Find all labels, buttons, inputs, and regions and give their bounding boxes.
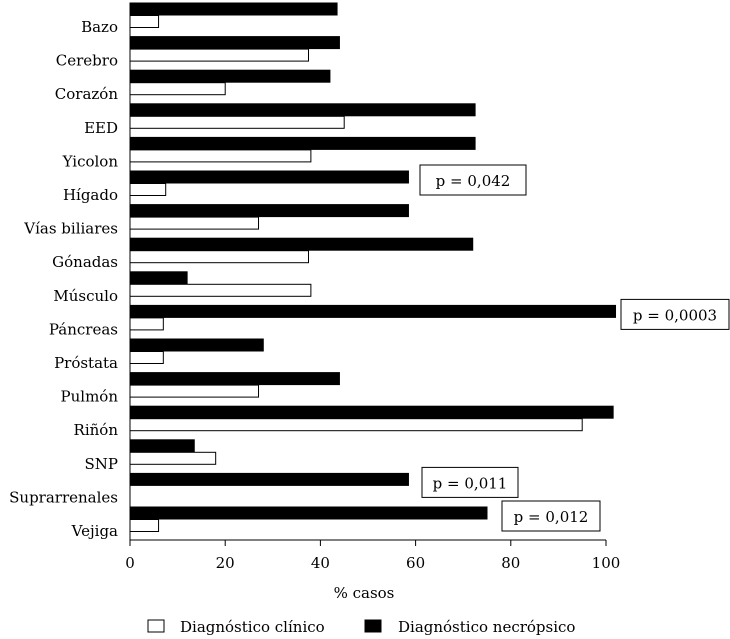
bar-clinico [129, 216, 260, 230]
p-value-label: p = 0,012 [514, 508, 589, 526]
bar-clinico [129, 384, 260, 398]
category-label: Yicolon [62, 152, 119, 170]
bar-necropsico [129, 136, 476, 150]
bar-clinico [129, 183, 167, 196]
bar-necropsico [129, 204, 409, 218]
x-tick-label: 100 [592, 554, 621, 572]
category-label: SNP [85, 455, 119, 473]
p-value-label: p = 0,011 [433, 474, 508, 492]
legend: Diagnóstico clínico Diagnóstico necrópsic… [147, 618, 575, 636]
p-value-label: p = 0,042 [436, 172, 511, 190]
bar-clinico [129, 418, 583, 432]
bar-necropsico [129, 170, 409, 184]
x-tick-label: 40 [311, 554, 330, 572]
x-tick-label: 20 [216, 554, 235, 572]
category-label: Hígado [63, 186, 118, 204]
bar-necropsico [129, 69, 331, 83]
bar-clinico [129, 82, 226, 96]
bar-clinico [129, 48, 309, 62]
category-label: Páncreas [49, 320, 118, 338]
category-label: Cerebro [56, 52, 118, 70]
x-axis-label: % casos [334, 584, 395, 602]
category-label: Músculo [53, 287, 118, 305]
p-value-box [419, 164, 527, 196]
p-value-box [620, 298, 730, 330]
x-tick-label: 80 [501, 554, 520, 572]
bar-clinico [129, 115, 345, 129]
category-label: Vías biliares [23, 220, 118, 238]
p-value-box [501, 500, 601, 532]
bar-necropsico [129, 271, 188, 285]
bar-clinico [129, 351, 164, 364]
bar-clinico [129, 15, 160, 28]
x-tick-label: 0 [125, 554, 135, 572]
bar-necropsico [129, 304, 617, 318]
bar-necropsico [129, 439, 195, 453]
legend-label: Diagnóstico necrópsico [398, 618, 575, 636]
category-label: Pulmón [61, 388, 119, 406]
x-tick-label: 60 [406, 554, 425, 572]
category-label: Vejiga [71, 522, 118, 540]
annotations: p = 0,042 p = 0,0003 p = 0,011 p = 0,012 [419, 164, 730, 532]
bar-necropsico [129, 506, 488, 520]
bar-necropsico [129, 372, 340, 386]
bar-necropsico [129, 405, 614, 419]
bar-necropsico [129, 36, 340, 50]
bar-clinico [129, 250, 309, 264]
p-value-box [421, 466, 519, 498]
bars [129, 2, 617, 540]
category-label: Corazón [55, 85, 119, 103]
legend-swatch [147, 619, 165, 633]
bar-clinico [129, 283, 312, 297]
category-label: Bazo [81, 18, 118, 36]
bar-necropsico [129, 103, 476, 117]
legend-swatch [364, 619, 382, 633]
category-labels: Bazo Cerebro Corazón EED Yicolon Hígado Vías b… [9, 18, 118, 540]
legend-label: Diagnóstico clínico [180, 618, 325, 636]
bar-clinico [129, 149, 312, 163]
bar-clinico [129, 451, 217, 465]
bar-clinico [129, 317, 164, 331]
x-ticks: 0 20 40 60 80 100 [125, 540, 620, 572]
category-label: EED [84, 119, 118, 137]
category-label: Riñón [74, 421, 119, 439]
category-label: Suprarrenales [9, 488, 118, 506]
bar-necropsico [129, 2, 338, 16]
category-label: Próstata [54, 354, 118, 372]
bar-necropsico [129, 338, 264, 352]
p-value-label: p = 0,0003 [633, 306, 717, 324]
bar-clinico [129, 519, 160, 532]
bar-necropsico [129, 237, 474, 251]
category-label: Gónadas [52, 253, 118, 271]
bar-necropsico [129, 472, 409, 486]
